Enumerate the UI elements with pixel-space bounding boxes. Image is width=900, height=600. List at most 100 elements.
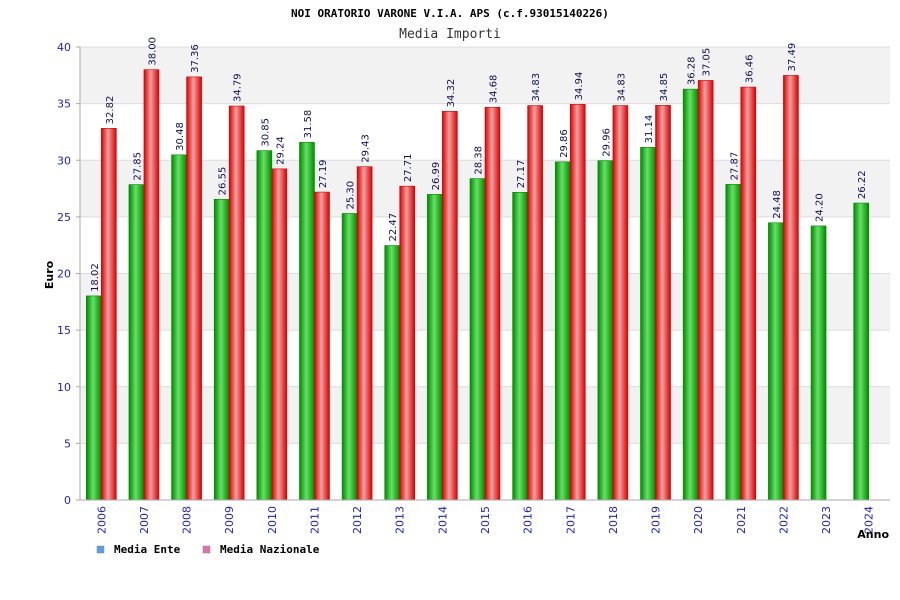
data-label: 31.58 <box>303 110 314 139</box>
data-label: 24.48 <box>772 190 783 219</box>
bar-media-ente <box>554 161 571 501</box>
bar-media-ente <box>341 213 358 501</box>
legend-label-ente: Media Ente <box>114 543 181 556</box>
x-tick-label: 2014 <box>436 506 449 534</box>
data-label: 30.85 <box>260 118 271 147</box>
bar-media-nazionale <box>186 76 202 501</box>
y-tick-label: 40 <box>57 41 71 54</box>
data-label: 29.43 <box>361 134 372 163</box>
y-tick-label: 0 <box>64 494 71 507</box>
data-label: 32.82 <box>105 96 116 125</box>
data-label: 26.99 <box>431 162 442 191</box>
data-label: 34.85 <box>659 73 670 102</box>
bar-media-nazionale <box>271 168 288 501</box>
bar-media-ente <box>427 194 443 501</box>
bar-media-nazionale <box>740 86 757 501</box>
bar-media-nazionale <box>783 75 799 501</box>
data-label: 27.85 <box>132 152 143 181</box>
data-label: 36.28 <box>687 56 698 85</box>
bar-media-ente <box>469 178 486 501</box>
legend-swatch-nazionale <box>202 545 211 554</box>
data-label: 27.17 <box>516 160 527 189</box>
data-label: 34.68 <box>489 75 500 104</box>
bar-media-nazionale <box>697 80 714 501</box>
legend-swatch-ente <box>96 545 105 554</box>
bar-media-nazionale <box>356 166 373 501</box>
bar-media-ente <box>171 154 187 501</box>
x-tick-label: 2024 <box>863 506 876 534</box>
y-axis-label: Euro <box>43 260 56 289</box>
data-label: 25.30 <box>346 181 357 210</box>
data-label: 22.47 <box>388 213 399 242</box>
data-label: 18.02 <box>90 263 101 292</box>
y-tick-label: 30 <box>57 154 71 167</box>
y-tick-label: 5 <box>64 437 71 450</box>
legend-label-nazionale: Media Nazionale <box>220 543 320 556</box>
bar-media-nazionale <box>143 69 160 501</box>
x-tick-label: 2023 <box>820 506 833 534</box>
bar-media-nazionale <box>399 185 416 501</box>
legend: Media Ente Media Nazionale <box>96 543 320 556</box>
data-label: 37.49 <box>787 43 798 72</box>
x-tick-label: 2006 <box>95 506 108 534</box>
bar-media-nazionale <box>314 191 330 501</box>
bar-media-nazionale <box>228 105 245 501</box>
bar-media-nazionale <box>484 106 501 501</box>
bar-media-nazionale <box>101 128 117 501</box>
x-tick-label: 2020 <box>692 506 705 534</box>
bar-media-ente <box>128 184 145 501</box>
bar-media-ente <box>725 184 742 501</box>
x-tick-label: 2015 <box>479 506 492 534</box>
data-label: 37.05 <box>702 48 713 77</box>
data-label: 26.55 <box>218 167 229 196</box>
bar-media-nazionale <box>527 105 543 501</box>
data-labels: 18.02 32.82 27.85 38.00 30.48 37.36 26.55 34.79… <box>90 37 868 292</box>
y-tick-label: 35 <box>57 98 71 111</box>
data-label: 34.32 <box>446 79 457 108</box>
data-label: 34.94 <box>574 72 585 101</box>
bar-media-ente <box>682 88 699 501</box>
data-label: 37.36 <box>190 44 201 73</box>
y-tick-label: 25 <box>57 211 71 224</box>
bar-media-nazionale <box>612 105 629 501</box>
data-label: 29.96 <box>601 128 612 157</box>
data-label: 27.71 <box>403 154 414 183</box>
x-tick-label: 2021 <box>735 506 748 534</box>
data-label: 26.22 <box>857 170 868 199</box>
y-axis-ticks: 0 5 10 15 20 25 30 35 40 <box>57 41 80 507</box>
data-label: 27.19 <box>318 159 329 188</box>
chart-subtitle: Media Importi <box>399 27 501 42</box>
x-tick-label: 2016 <box>522 506 535 534</box>
data-label: 36.46 <box>744 54 755 83</box>
x-tick-label: 2013 <box>394 506 407 534</box>
chart-title: NOI ORATORIO VARONE V.I.A. APS (c.f.9301… <box>291 7 609 20</box>
bar-media-nazionale <box>655 105 671 501</box>
data-label: 29.24 <box>275 136 286 165</box>
data-label: 38.00 <box>147 37 158 66</box>
bar-media-ente <box>384 245 401 501</box>
x-tick-label: 2011 <box>308 506 321 534</box>
x-tick-label: 2017 <box>564 506 577 534</box>
bar-media-ente <box>810 225 827 501</box>
x-tick-label: 2018 <box>607 506 620 534</box>
bar-media-ente <box>256 150 273 501</box>
y-tick-label: 20 <box>57 268 71 281</box>
x-tick-label: 2008 <box>181 506 194 534</box>
x-tick-label: 2010 <box>266 506 279 534</box>
x-tick-label: 2009 <box>223 506 236 534</box>
data-label: 34.83 <box>531 73 542 102</box>
data-label: 24.20 <box>815 193 826 222</box>
bar-media-ente <box>853 202 869 501</box>
x-tick-label: 2012 <box>351 506 364 534</box>
bar-media-ente <box>512 191 528 501</box>
y-tick-label: 15 <box>57 324 71 337</box>
y-tick-label: 10 <box>57 381 71 394</box>
bar-media-nazionale <box>569 104 586 501</box>
x-axis-label: Anno <box>857 528 889 541</box>
x-tick-label: 2022 <box>777 506 790 534</box>
x-tick-label: 2007 <box>138 506 151 534</box>
x-tick-label: 2019 <box>650 506 663 534</box>
bar-media-ente <box>299 142 315 501</box>
bar-media-nazionale <box>442 111 458 501</box>
